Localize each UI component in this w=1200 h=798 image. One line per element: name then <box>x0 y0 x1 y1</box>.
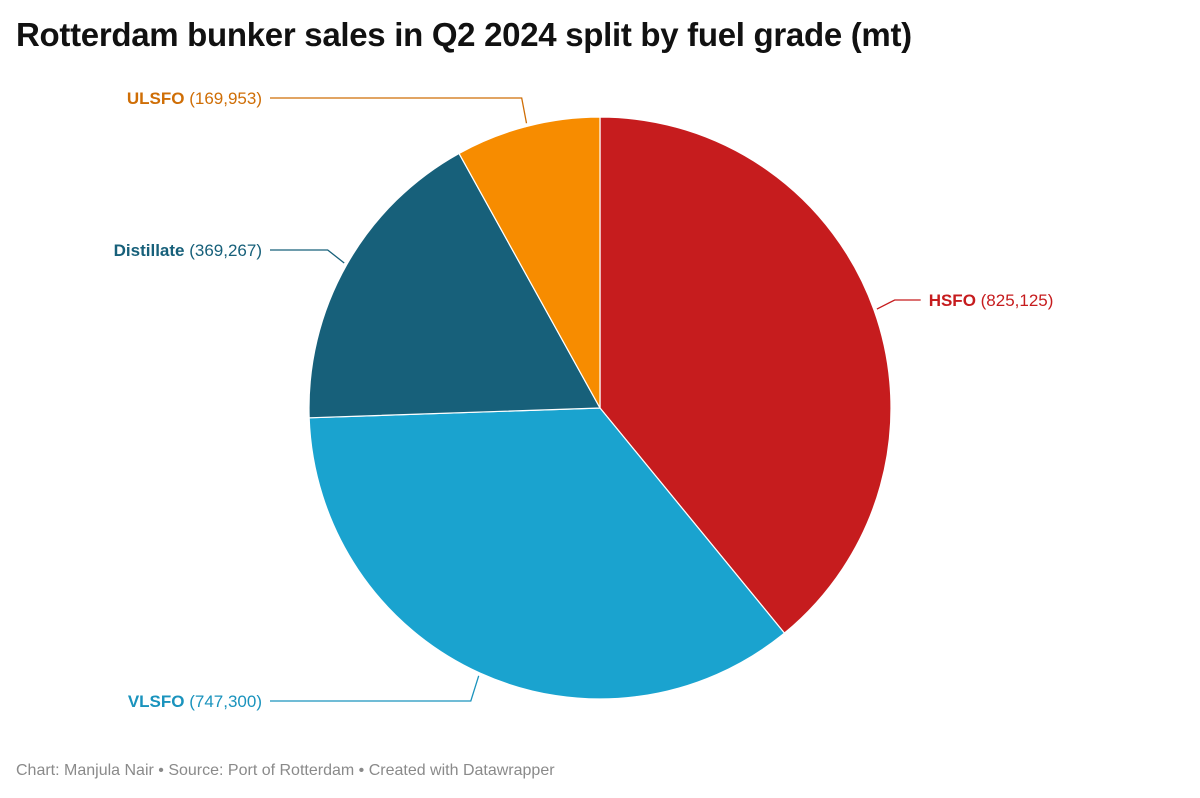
slice-label-value: (747,300) <box>185 692 263 711</box>
pie-slice-vlsfo <box>308 407 786 700</box>
slice-label-name: VLSFO <box>128 692 185 711</box>
footer-separator: • <box>153 762 169 779</box>
slice-label-value: (825,125) <box>976 291 1053 310</box>
source-text: Source: Port of Rotterdam <box>168 762 355 779</box>
pie-slice-ulsfo <box>458 116 601 409</box>
tool-text: Created with Datawrapper <box>368 762 555 779</box>
leader-line-hsfo <box>876 299 921 310</box>
slice-label-value: (369,267) <box>185 241 263 260</box>
pie-slice-distillate <box>308 152 601 419</box>
pie-slice-hsfo <box>599 116 892 634</box>
slice-label-value: (169,953) <box>185 89 263 108</box>
slice-label-name: Distillate <box>114 241 185 260</box>
leader-line-ulsfo <box>270 97 528 124</box>
leader-line-vlsfo <box>270 675 480 702</box>
leader-line-distillate <box>270 249 345 264</box>
chart-title: Rotterdam bunker sales in Q2 2024 split … <box>16 16 912 53</box>
credit-text: Chart: Manjula Nair <box>16 762 154 779</box>
slice-label-name: HSFO <box>929 291 976 310</box>
leader-lines <box>270 97 921 702</box>
slice-label-distillate: Distillate (369,267) <box>114 241 262 260</box>
slice-label-hsfo: HSFO (825,125) <box>929 291 1054 310</box>
footer-separator: • <box>354 762 369 779</box>
pie-slices <box>308 116 892 700</box>
chart-footer: Chart: Manjula Nair • Source: Port of Ro… <box>16 762 555 780</box>
slice-label-vlsfo: VLSFO (747,300) <box>128 692 262 711</box>
slice-label-ulsfo: ULSFO (169,953) <box>127 89 262 108</box>
slice-labels: HSFO (825,125) VLSFO (747,300) Distillate … <box>114 89 1054 711</box>
slice-label-name: ULSFO <box>127 89 185 108</box>
